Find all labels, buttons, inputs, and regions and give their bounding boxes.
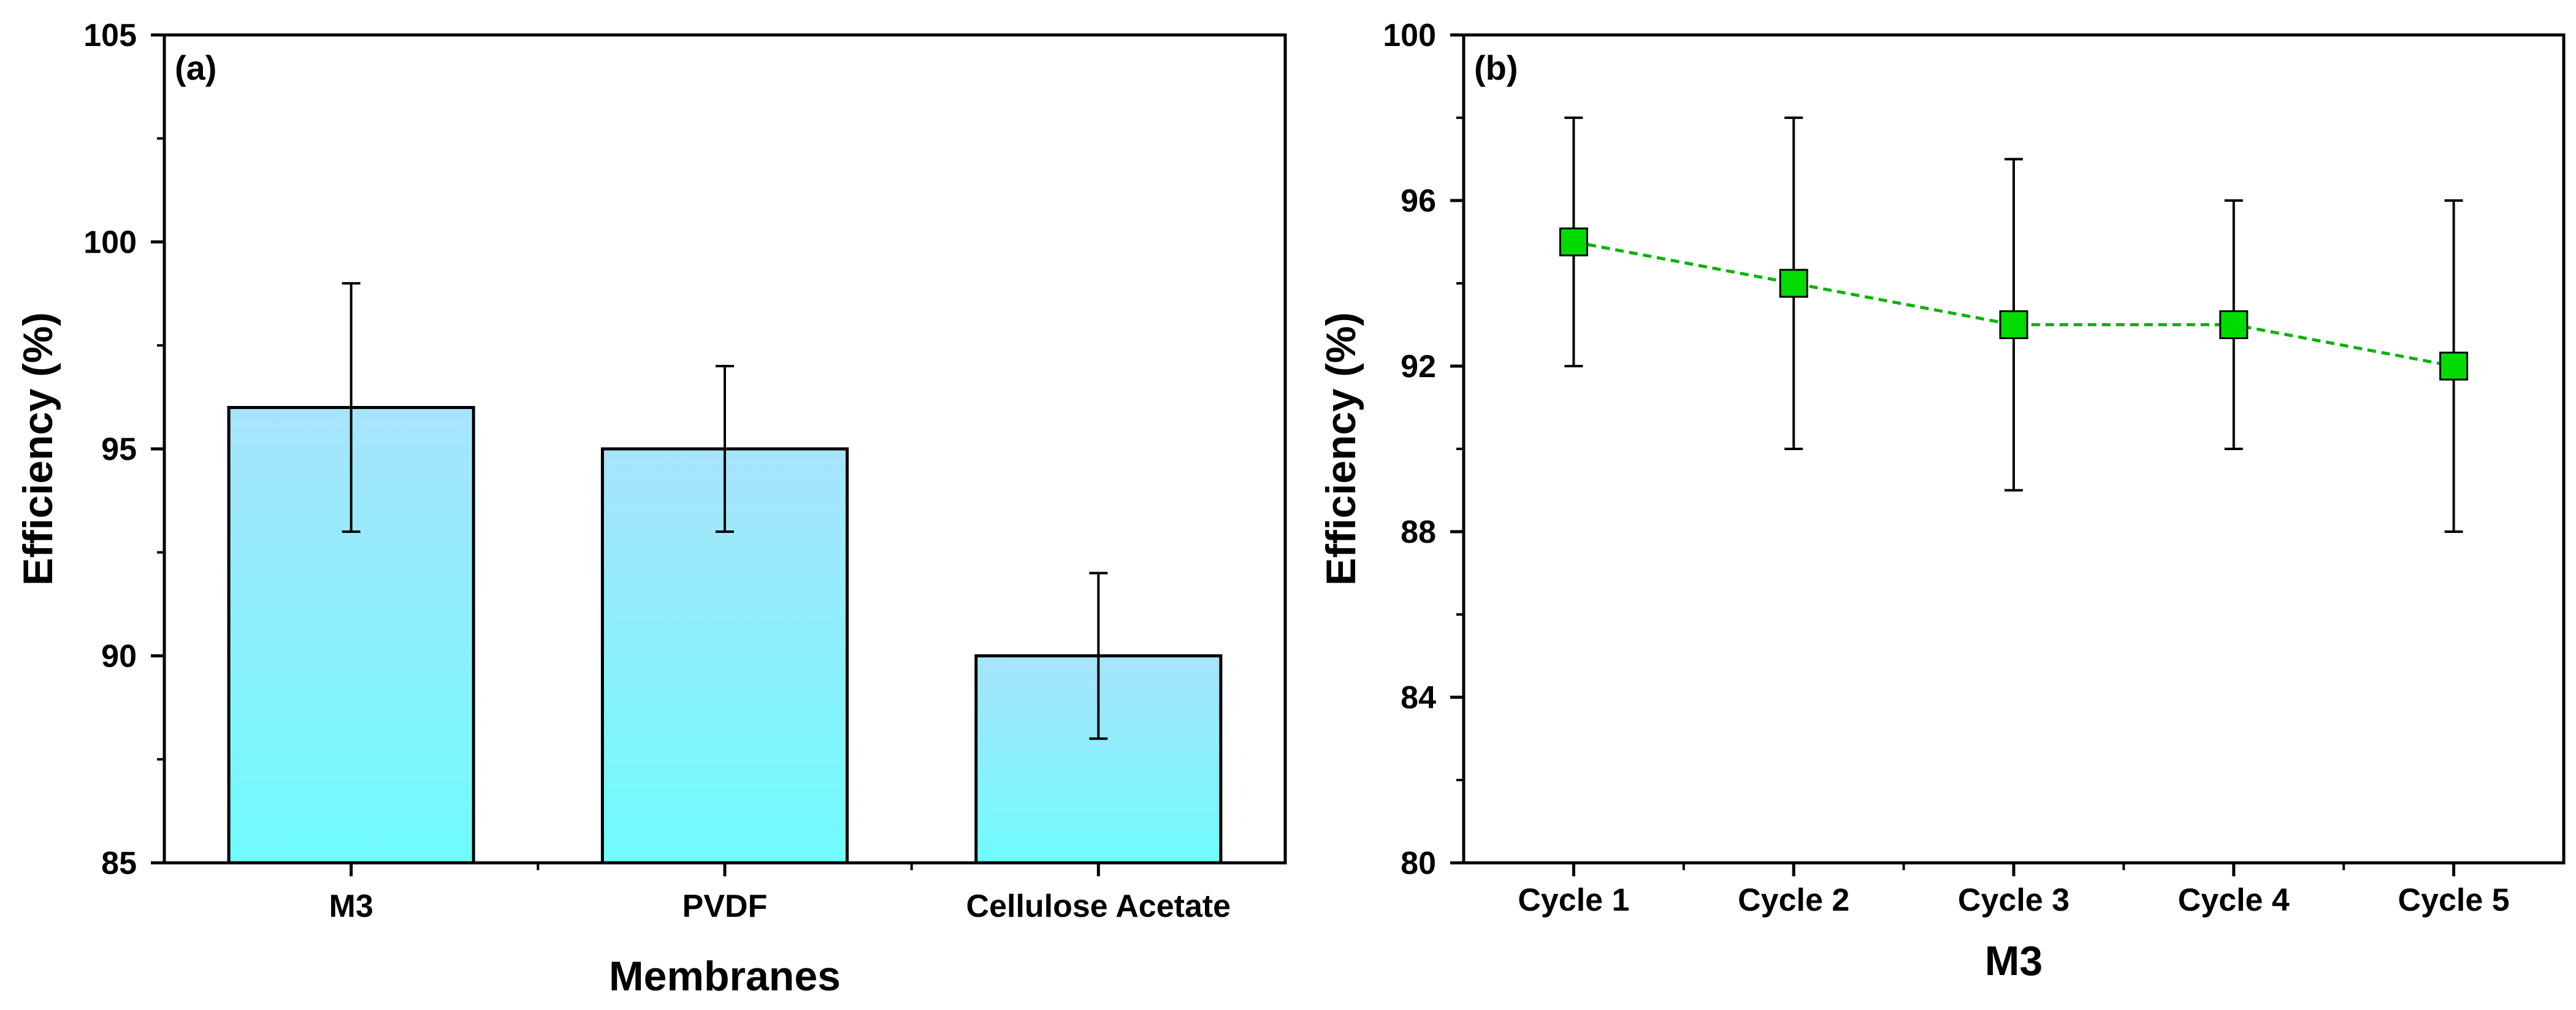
y-tick-label: 80 (1401, 846, 1436, 881)
data-point (2439, 351, 2469, 381)
panel-a-ticks: M3 PVDF Cellulose Acetate 85 90 95 100 105 (83, 18, 1231, 924)
y-tick-label: 96 (1401, 183, 1436, 219)
panel-a-x-axis-title: Membranes (609, 953, 841, 1000)
x-tick-label: PVDF (682, 889, 768, 924)
data-point (2219, 310, 2249, 339)
y-tick-label: 105 (83, 18, 137, 53)
panel-b-x-axis-title: M3 (1985, 938, 2043, 984)
panel-b-y-axis-title: Efficiency (%) (1318, 312, 1364, 586)
data-point (1559, 228, 1588, 256)
panel-b-ticks: Cycle 1 Cycle 2 Cycle 3 Cycle 4 Cycle 5 80 84 8… (1383, 18, 2509, 918)
y-tick-label: 90 (101, 639, 137, 675)
y-tick-label: 100 (1383, 18, 1436, 53)
y-tick-label: 92 (1401, 349, 1436, 384)
y-tick-label: 84 (1401, 680, 1436, 716)
y-tick-label: 100 (83, 225, 137, 261)
x-tick-label: Cycle 1 (1518, 882, 1629, 918)
y-tick-label: 85 (101, 846, 137, 881)
x-tick-label: M3 (329, 889, 373, 924)
x-tick-label: Cycle 3 (1958, 882, 2070, 918)
x-tick-label: Cycle 4 (2178, 882, 2290, 918)
series-line (1573, 240, 2455, 368)
x-tick-label: Cycle 2 (1738, 882, 1849, 918)
y-tick-label: 88 (1401, 515, 1436, 550)
y-tick-label: 95 (101, 432, 137, 467)
x-tick-label: Cycle 5 (2398, 882, 2510, 918)
panel-b-label: (b) (1474, 48, 1518, 87)
panel-b: Cycle 1 Cycle 2 Cycle 3 Cycle 4 Cycle 5 80 84 8… (1318, 18, 2566, 984)
x-tick-label: Cellulose Acetate (966, 889, 1231, 924)
data-point (1999, 310, 2028, 339)
panel-a-label: (a) (175, 48, 216, 87)
panel-b-marks (1559, 117, 2469, 533)
data-point (1779, 269, 1808, 298)
panel-a-y-axis-title: Efficiency (%) (15, 312, 61, 586)
panel-a-marks (227, 282, 1223, 865)
